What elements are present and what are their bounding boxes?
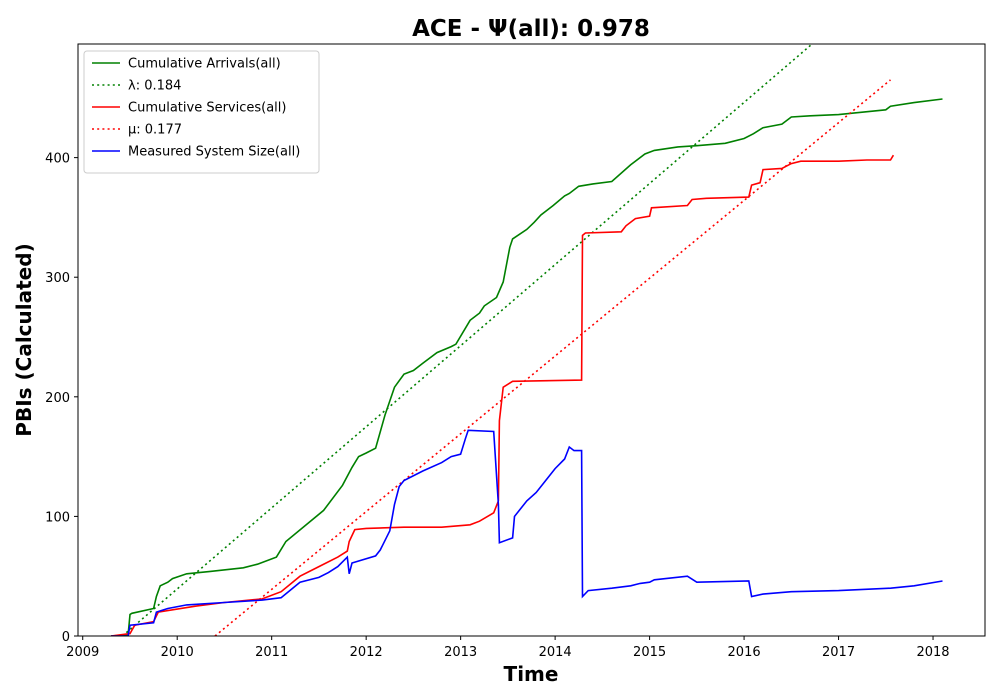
x-tick-label: 2017	[822, 645, 855, 660]
legend-label: μ: 0.177	[128, 123, 182, 138]
x-axis-label: Time	[504, 662, 559, 686]
series-line-0-177	[214, 79, 892, 636]
y-axis-label: PBIs (Calculated)	[12, 243, 36, 436]
legend-label: Cumulative Services(all)	[128, 101, 286, 116]
x-tick-label: 2018	[916, 645, 949, 660]
y-tick-label: 400	[45, 152, 70, 167]
y-tick-label: 100	[45, 510, 70, 525]
x-tick-label: 2010	[161, 645, 194, 660]
x-tick-label: 2014	[539, 645, 572, 660]
x-tick-label: 2013	[444, 645, 477, 660]
plot-area	[110, 44, 943, 636]
chart-title: ACE - Ψ(all): 0.978	[412, 16, 650, 42]
y-tick-label: 300	[45, 271, 70, 286]
legend-label: Cumulative Arrivals(all)	[128, 57, 281, 72]
legend-box	[83, 50, 320, 174]
series-line-0-184	[121, 44, 813, 636]
series-line-cumulative-arrivals-all	[111, 98, 943, 636]
series-line-cumulative-services-all	[110, 154, 895, 636]
x-tick-label: 2012	[350, 645, 383, 660]
x-tick-label: 2011	[255, 645, 288, 660]
x-axis: 2009 2010 2011 2012 2013 2014 2015 2016 2017 2018	[66, 636, 950, 660]
legend-label: Measured System Size(all)	[128, 145, 300, 160]
plot-frame	[77, 43, 986, 637]
x-tick-label: 2009	[66, 645, 99, 660]
y-axis: 0 100 200 300 400	[45, 152, 78, 645]
legend: Cumulative Arrivals(all) λ: 0.184 Cumulati…	[83, 50, 320, 174]
x-tick-label: 2015	[633, 645, 666, 660]
x-tick-label: 2016	[728, 645, 761, 660]
y-tick-label: 200	[45, 391, 70, 406]
series-line-measured-system-size-all	[111, 429, 943, 636]
y-tick-label: 0	[62, 630, 70, 645]
legend-label: λ: 0.184	[128, 79, 181, 94]
